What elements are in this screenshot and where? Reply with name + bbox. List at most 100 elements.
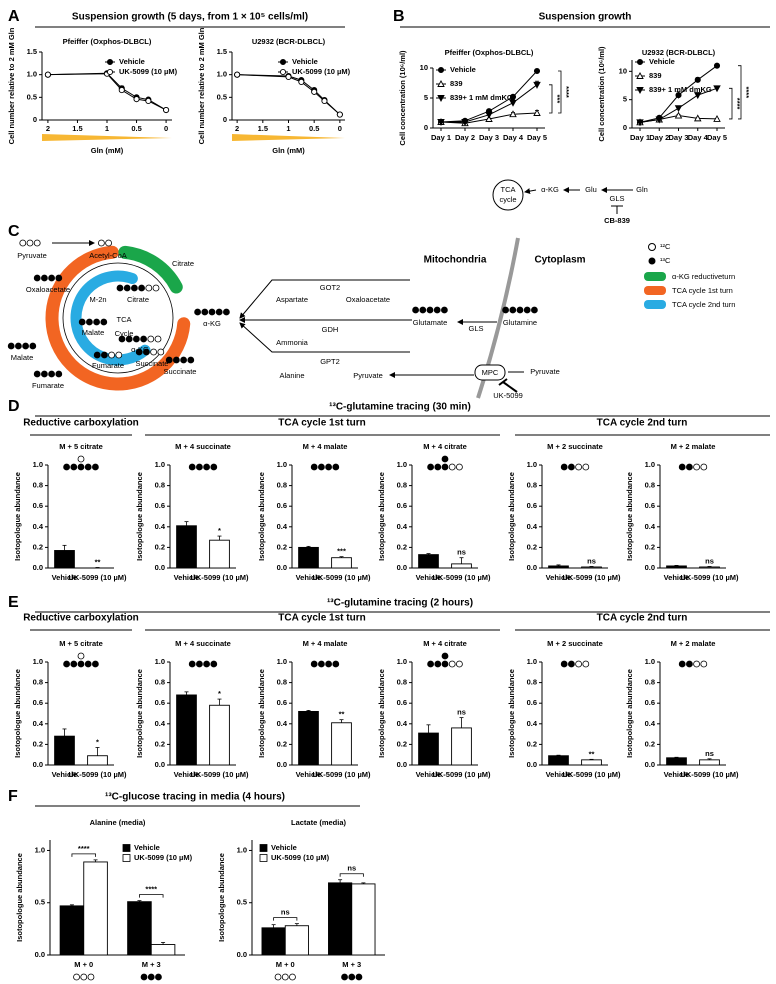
y-tick-label: 0.0 [397, 563, 407, 572]
panel-label: B [393, 8, 405, 25]
y-tick-label: 0.0 [155, 760, 165, 769]
atom [70, 463, 78, 471]
marker [533, 109, 541, 116]
y-tick-label: 0.8 [645, 678, 655, 687]
x-tick-label: 0 [164, 124, 168, 133]
marker [437, 119, 445, 126]
marker [437, 80, 445, 87]
y-tick-label: 0.2 [397, 739, 407, 748]
y-tick-label: 0.4 [527, 522, 538, 531]
atom [155, 973, 162, 981]
x-tick-label: Vehicle [52, 770, 78, 779]
panel-title: ¹³C-glucose tracing in media (4 hours) [105, 792, 285, 803]
atom [203, 463, 211, 471]
y-axis-label: Isotopologue abundance [13, 472, 22, 561]
x-tick-label: UK-5099 (10 µM) [68, 770, 127, 779]
atom [26, 239, 34, 247]
x-tick-label: Day 1 [431, 133, 451, 142]
atom [700, 660, 708, 668]
atom [19, 239, 27, 247]
significance-bracket [273, 917, 298, 921]
atom [310, 660, 318, 668]
marker [675, 92, 682, 99]
y-tick-label: 0.6 [33, 501, 43, 510]
atom [187, 356, 195, 364]
marker [279, 68, 287, 76]
x-tick-label: 0 [338, 124, 342, 133]
atom [317, 463, 325, 471]
legend-label: 839 [450, 79, 463, 88]
y-axis-label: Isotopologue abundance [217, 853, 226, 942]
group-title: Reductive carboxylation [23, 418, 139, 429]
atom [348, 973, 356, 981]
atom [154, 335, 162, 343]
atom [560, 463, 568, 471]
x-tick-label: UK-5099 (10 µM) [190, 573, 249, 582]
x-tick-label: UK-5099 (10 µM) [68, 573, 127, 582]
y-tick-label: 1.0 [277, 657, 287, 666]
significance-label: *** [337, 547, 346, 556]
y-tick-label: 1.5 [217, 47, 227, 56]
legend-label: ¹²C [660, 242, 671, 251]
bar [209, 704, 230, 766]
atom [157, 348, 165, 356]
x-tick-label: 2 [235, 124, 239, 133]
y-tick-label: 0.2 [155, 542, 165, 551]
significance-label: ns [281, 908, 290, 917]
atom [426, 306, 434, 314]
y-tick-label: 1.0 [155, 460, 165, 469]
bar [176, 694, 197, 766]
y-tick-label: 0 [33, 115, 37, 124]
group-title: TCA cycle 1st turn [278, 418, 365, 429]
atom [686, 660, 693, 668]
legend-swatch [644, 286, 666, 295]
chart-title: U2932 (BCR-DLBCL) [252, 37, 326, 46]
y-tick-label: 0.2 [397, 542, 407, 551]
marker [655, 116, 664, 124]
arrow [239, 322, 410, 353]
x-tick-label: UK-5099 (10 µM) [312, 770, 371, 779]
x-tick-label: M + 0 [74, 960, 93, 969]
x-tick-label: Day 5 [527, 133, 547, 142]
x-tick-label: Day 3 [668, 133, 688, 142]
atom [332, 660, 340, 668]
chart-title: Lactate (media) [291, 818, 347, 827]
chart-title: Pfeiffer (Oxphos-DLBCL) [63, 37, 152, 46]
atom [582, 463, 590, 471]
atom [33, 370, 41, 378]
marker [44, 71, 51, 78]
x-tick-label: Day 4 [503, 133, 524, 142]
scheme-label: Gln [636, 185, 648, 194]
atom [140, 973, 148, 981]
marker [636, 119, 644, 127]
diagram-label: Malate [11, 353, 34, 362]
y-tick-label: 1.0 [527, 460, 537, 469]
significance-label: **** [562, 86, 571, 98]
atom [48, 370, 55, 378]
bar [548, 565, 569, 569]
y-tick-label: 0.4 [397, 522, 408, 531]
group-title: TCA cycle 1st turn [278, 613, 365, 624]
atom [289, 973, 296, 981]
y-axis-label: Isotopologue abundance [13, 669, 22, 758]
legend-swatch [644, 300, 666, 309]
y-axis-label: Cell concentration (10⁶/ml) [398, 50, 407, 146]
x-tick-label: 1.5 [258, 124, 268, 133]
y-tick-label: 1.0 [645, 460, 655, 469]
marker [311, 88, 318, 95]
diagram-label: TCA [117, 315, 132, 324]
atom [80, 973, 88, 981]
atom [105, 239, 112, 247]
atom [560, 660, 568, 668]
atom [523, 306, 531, 314]
marker [163, 106, 170, 114]
atom [317, 660, 325, 668]
x-tick-label: Vehicle [174, 573, 200, 582]
atom [22, 342, 30, 350]
chart-title: M + 4 citrate [423, 639, 467, 648]
panel-label: F [8, 788, 18, 805]
y-tick-label: 0.2 [527, 542, 537, 551]
y-tick-label: 0.0 [33, 563, 43, 572]
significance-label: *** [553, 95, 562, 104]
chart-title: Alanine (media) [90, 818, 146, 827]
